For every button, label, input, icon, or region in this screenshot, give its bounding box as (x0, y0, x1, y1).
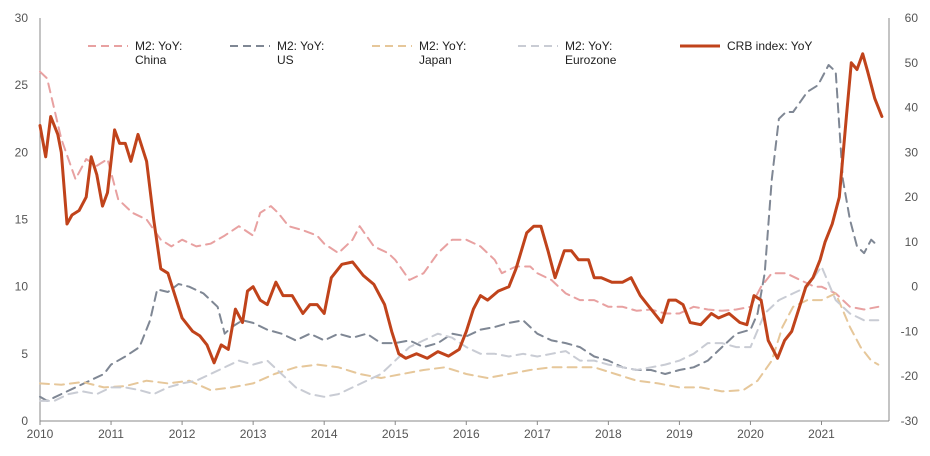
x-tick-label: 2014 (311, 427, 338, 441)
right-y-tick-label: 10 (905, 235, 919, 249)
legend-label-line: Japan (419, 53, 452, 67)
x-tick-label: 2020 (737, 427, 764, 441)
left-y-tick-label: 20 (15, 145, 29, 159)
right-y-tick-label: 60 (905, 11, 919, 25)
right-y-tick-label: -10 (901, 324, 919, 338)
right-axis-ticks: -30 -20 -10 0 10 20 30 40 50 60 (901, 11, 919, 428)
right-y-tick-label: 40 (905, 101, 919, 115)
right-y-tick-label: 30 (905, 145, 919, 159)
x-tick-label: 2010 (27, 427, 54, 441)
left-y-tick-label: 25 (15, 78, 29, 92)
legend-label-line: M2: YoY: (565, 39, 612, 53)
legend-label-crb-index-yoy: CRB index: YoY (727, 39, 812, 53)
legend-label-m2-yoy-eurozone: M2: YoY: Eurozone (565, 39, 617, 67)
x-tick-label: 2017 (524, 427, 551, 441)
left-y-tick-label: 30 (15, 11, 29, 25)
right-y-tick-label: -20 (901, 369, 919, 383)
right-y-tick-label: -30 (901, 414, 919, 428)
left-y-tick-label: 0 (21, 414, 28, 428)
series-line-m2-yoy-us (39, 64, 880, 402)
legend-label-line: US (277, 53, 294, 67)
series-line-m2-yoy-eurozone (39, 265, 880, 402)
x-tick-label: 2018 (595, 427, 622, 441)
series-layer (38, 52, 884, 402)
left-y-tick-label: 10 (15, 280, 29, 294)
legend-label-line: CRB index: YoY (727, 39, 812, 53)
legend-label-line: M2: YoY: (135, 39, 182, 53)
legend-label-m2-yoy-china: M2: YoY: China (135, 39, 182, 67)
series-line-m2-yoy-china (39, 70, 880, 315)
plot-area (39, 18, 890, 422)
x-tick-label: 2021 (808, 427, 835, 441)
legend-label-line: China (135, 53, 167, 67)
right-y-tick-label: 20 (905, 190, 919, 204)
series-line-crb-index-yoy (38, 52, 884, 365)
x-tick-label: 2019 (666, 427, 693, 441)
x-tick-label: 2013 (240, 427, 267, 441)
left-y-tick-label: 15 (15, 213, 29, 227)
left-y-tick-label: 5 (21, 347, 28, 361)
right-y-tick-label: 50 (905, 56, 919, 70)
right-y-tick-label: 0 (911, 280, 918, 294)
series-line-m2-yoy-japan (39, 292, 880, 393)
x-tick-label: 2015 (382, 427, 409, 441)
legend-label-line: M2: YoY: (419, 39, 466, 53)
legend-label-m2-yoy-japan: M2: YoY: Japan (419, 39, 466, 67)
x-axis-ticks: 2010 2011 2012 2013 2014 2015 2016 2017 2018 2019… (27, 421, 835, 441)
legend-label-line: Eurozone (565, 53, 617, 67)
left-axis-ticks: 0 5 10 15 20 25 30 (15, 11, 29, 428)
legend-label-m2-yoy-us: M2: YoY: US (277, 39, 324, 67)
legend-label-line: M2: YoY: (277, 39, 324, 53)
x-tick-label: 2011 (98, 427, 124, 441)
x-tick-label: 2012 (169, 427, 196, 441)
x-tick-label: 2016 (453, 427, 480, 441)
